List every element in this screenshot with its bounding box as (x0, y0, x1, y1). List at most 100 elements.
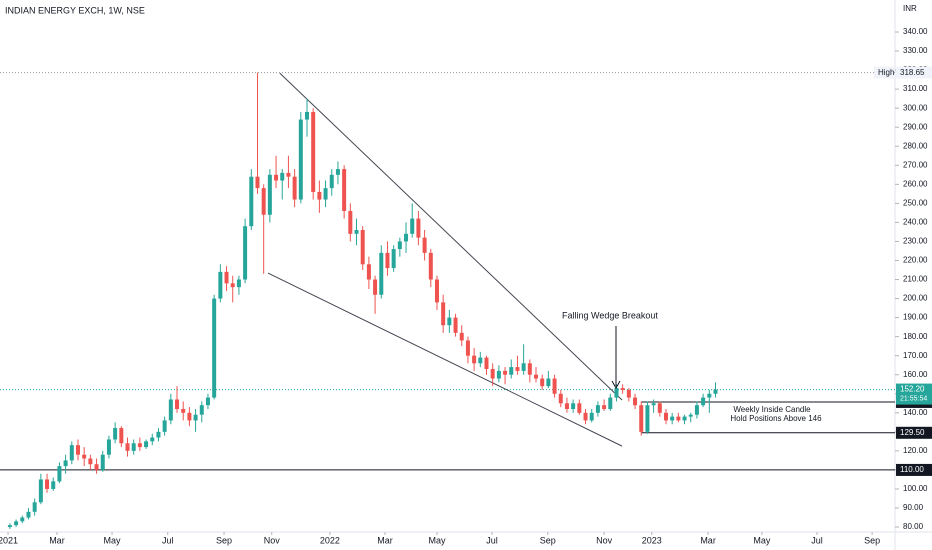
x-tick-label: Mar (49, 535, 65, 545)
candle-body (199, 405, 204, 415)
candle-body (639, 405, 644, 432)
y-tick-label: 240.00 (903, 218, 928, 227)
high-tag (896, 66, 932, 79)
y-tick-label: 170.00 (903, 351, 928, 360)
candle-body (707, 393, 712, 398)
candle-body (342, 169, 347, 211)
candle-body (434, 279, 439, 303)
y-tick-label: 90.00 (903, 503, 924, 512)
candle-body (410, 218, 415, 234)
x-tick-label: May (104, 535, 122, 545)
candle-body (465, 340, 470, 356)
candle-body (540, 378, 545, 387)
x-tick-label: May (753, 535, 771, 545)
candle-body (602, 405, 607, 409)
candle-body (552, 378, 557, 394)
candle-body (57, 466, 62, 482)
x-tick-label: Jul (811, 535, 823, 545)
candle-body (645, 405, 650, 432)
candle-body (255, 176, 260, 189)
candle-body (478, 357, 483, 364)
candle-body (453, 317, 458, 333)
candle-body (670, 416, 675, 421)
candle-body (150, 437, 155, 442)
candle-body (509, 367, 514, 375)
candle-body (218, 271, 223, 299)
candle-body (311, 111, 316, 192)
x-tick-label: 2023 (642, 535, 662, 545)
candle-body (249, 176, 254, 227)
candle-body (577, 403, 582, 413)
candle-body (125, 443, 130, 451)
candle-body (385, 252, 390, 269)
candle-body (243, 226, 248, 280)
y-tick-label: 260.00 (903, 179, 928, 188)
candle-body (496, 370, 501, 379)
candle-body (20, 517, 25, 522)
x-tick-label: Nov (264, 535, 281, 545)
candle-body (267, 174, 272, 215)
candle-body (373, 279, 378, 295)
candle-body (484, 357, 489, 370)
candle-body (280, 172, 285, 181)
y-tick-label: 180.00 (903, 332, 928, 341)
candle-body (131, 443, 136, 451)
candle-body (713, 389, 718, 394)
y-tick-label: 270.00 (903, 160, 928, 169)
candle-body (119, 428, 124, 444)
candle-body (397, 241, 402, 250)
x-tick-label: 2022 (320, 535, 340, 545)
y-tick-label: 250.00 (903, 198, 928, 207)
candle-body (193, 414, 198, 421)
candle-body (187, 412, 192, 421)
candle-body (527, 363, 532, 375)
candle-body (694, 405, 699, 415)
candle-body (521, 363, 526, 371)
candle-body (75, 445, 80, 455)
x-tick-label: May (428, 535, 446, 545)
candle-body (94, 464, 99, 470)
candle-body (534, 374, 539, 379)
y-tick-label: 290.00 (903, 122, 928, 131)
candle-body (88, 458, 93, 465)
candle-body (304, 111, 309, 120)
candle-body (459, 332, 464, 341)
candle-body (63, 460, 68, 467)
candle-body (38, 479, 43, 503)
candle-body (441, 302, 446, 326)
candle-body (688, 414, 693, 417)
last-tag (896, 383, 932, 405)
candle-body (292, 176, 297, 200)
x-tick-label: Mar (377, 535, 393, 545)
y-tick-label: 330.00 (903, 46, 928, 55)
x-tick-label: 2021 (0, 535, 18, 545)
candle-body (416, 218, 421, 238)
y-tick-label: 310.00 (903, 84, 928, 93)
candle-body (571, 403, 576, 409)
annotation: Hold Positions Above 146 (730, 414, 822, 423)
candle-body (676, 416, 681, 421)
candle-body (100, 454, 105, 470)
candle-body (422, 237, 427, 253)
candle-body (113, 428, 118, 440)
candle-body (224, 271, 229, 284)
candle-body (379, 252, 384, 295)
annotation: Falling Wedge Breakout (562, 310, 658, 320)
x-tick-label: Jul (162, 535, 174, 545)
candle-body (137, 443, 142, 448)
candle-body (682, 416, 687, 421)
candle-body (26, 511, 31, 518)
y-tick-label: 100.00 (903, 484, 928, 493)
candle-body (162, 420, 167, 432)
candle-body (205, 397, 210, 406)
y-tick-label: 190.00 (903, 313, 928, 322)
level-tag (896, 463, 932, 476)
candle-body (428, 252, 433, 280)
candle-body (7, 525, 12, 528)
candle-body (651, 403, 656, 406)
candle-body (32, 502, 37, 512)
y-tick-label: 340.00 (903, 27, 928, 36)
candle-body (608, 397, 613, 409)
candle-body (490, 369, 495, 379)
candle-body (274, 174, 279, 181)
